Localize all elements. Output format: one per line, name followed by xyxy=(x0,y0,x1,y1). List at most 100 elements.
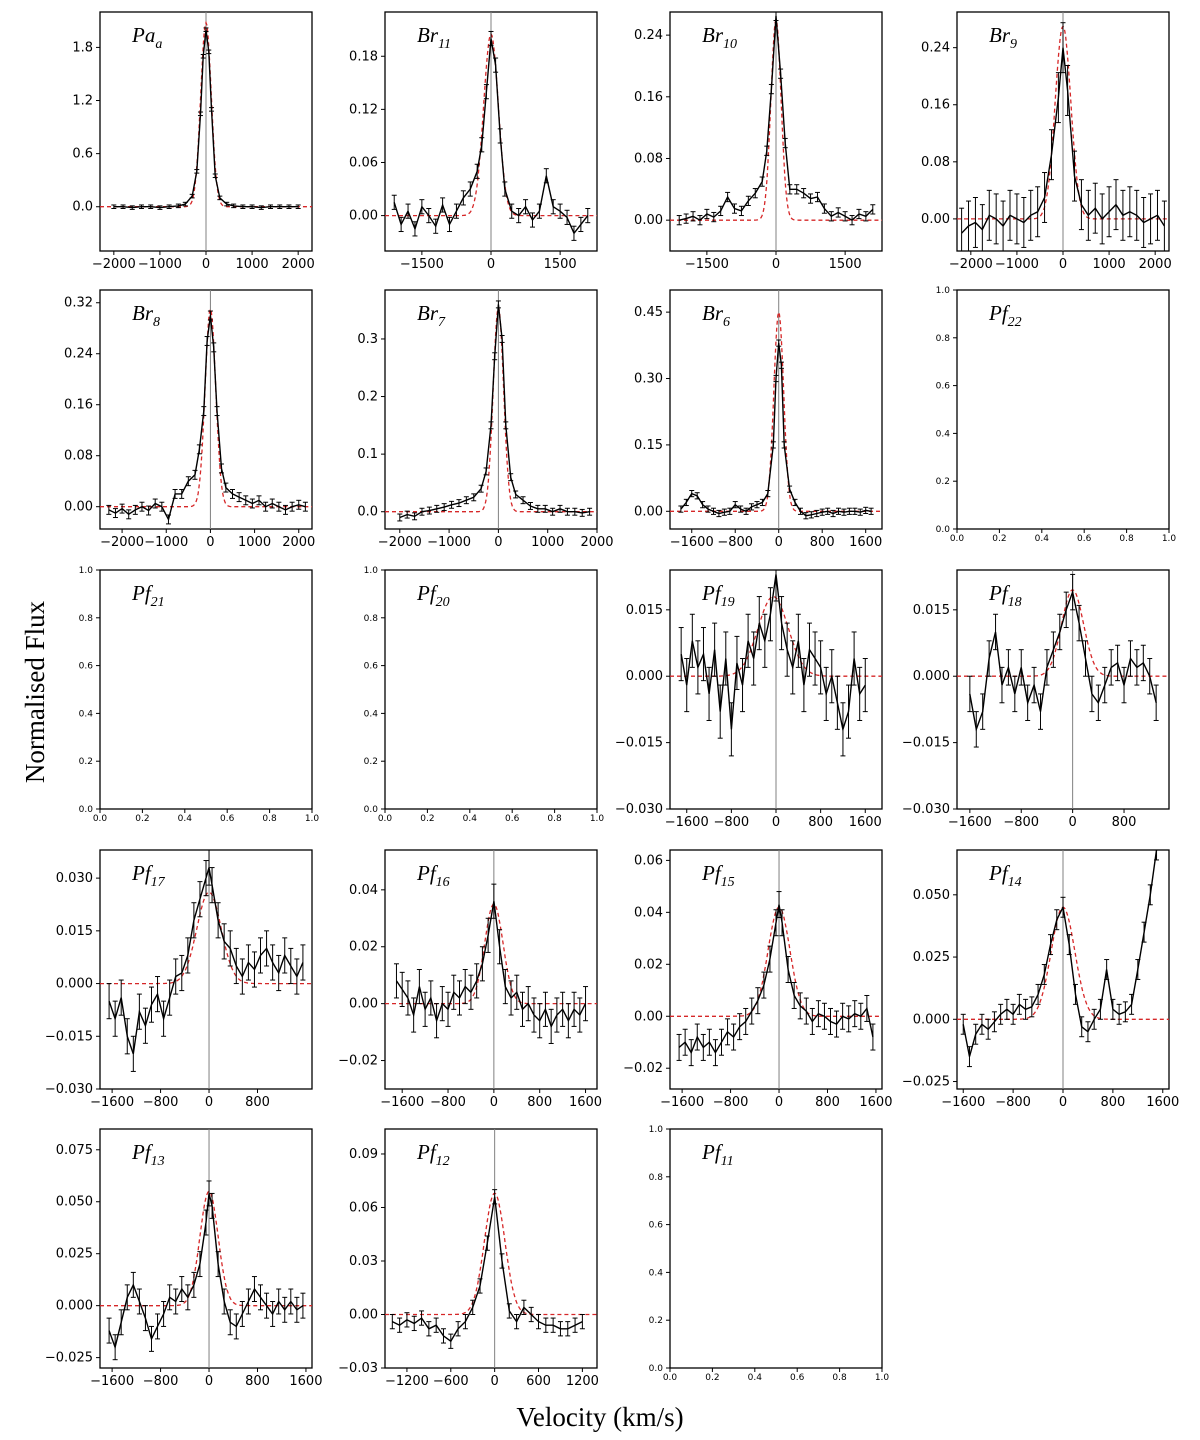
error-bar xyxy=(688,1039,694,1067)
error-bar xyxy=(743,507,749,515)
error-bar xyxy=(967,675,973,713)
error-bar xyxy=(1141,196,1147,248)
error-bar xyxy=(818,640,824,695)
error-bar xyxy=(683,498,689,507)
y-tick-label: 0.025 xyxy=(56,1247,93,1262)
error-bar xyxy=(112,508,118,519)
x-tick-label: 1000 xyxy=(238,535,271,550)
panel-pf17: −1600 −800 0 800 −0.030 −0.015 0.000 0.015 0.030… xyxy=(45,849,313,1110)
error-bar xyxy=(270,944,276,981)
error-bar xyxy=(1102,666,1108,704)
y-tick-label: 0.0 xyxy=(357,505,378,520)
x-tick-label: −1600 xyxy=(660,1095,704,1110)
error-bar xyxy=(1089,675,1095,713)
y-tick-label: 0.16 xyxy=(634,90,663,105)
y-tick-label: −0.025 xyxy=(45,1351,93,1366)
x-tick-label: −800 xyxy=(430,1095,466,1110)
error-bar xyxy=(993,193,999,245)
error-bar xyxy=(842,211,848,222)
x-tick-label: 1000 xyxy=(1093,257,1126,272)
panel-label-subscript: 6 xyxy=(723,315,730,330)
error-bar xyxy=(197,881,203,918)
error-bar xyxy=(126,509,132,520)
x-tick-label: 0.6 xyxy=(1077,534,1092,544)
error-bar xyxy=(840,1002,846,1030)
error-bar xyxy=(1060,22,1066,74)
x-tick-label: 1500 xyxy=(544,257,577,272)
spectrum-line xyxy=(962,850,1158,1057)
y-tick-label: −0.015 xyxy=(615,736,663,751)
error-bar xyxy=(689,489,695,498)
error-bar xyxy=(550,199,556,215)
error-bar xyxy=(514,1313,520,1330)
error-bar xyxy=(179,954,185,992)
x-tick-label: 800 xyxy=(1112,815,1137,830)
error-bar xyxy=(803,997,809,1025)
x-tick-label: −1600 xyxy=(670,535,714,550)
error-bar xyxy=(985,1018,991,1040)
error-bar xyxy=(960,1013,966,1035)
error-bar xyxy=(1134,189,1140,241)
error-bar xyxy=(483,84,489,100)
error-bar xyxy=(277,204,283,210)
error-bar xyxy=(264,930,270,967)
error-bar xyxy=(1057,613,1063,651)
error-bar xyxy=(182,201,188,207)
plot-area xyxy=(385,290,597,529)
x-tick-label: 600 xyxy=(526,1374,551,1389)
y-tick-label: 0.6 xyxy=(72,147,93,162)
error-bar xyxy=(728,702,734,757)
x-tick-label: 0 xyxy=(490,1095,498,1110)
error-bar xyxy=(870,1023,876,1051)
error-bar xyxy=(734,635,740,690)
error-bar xyxy=(256,495,262,506)
x-tick-label: −2000 xyxy=(378,535,422,550)
error-bar xyxy=(211,342,217,353)
plot-area xyxy=(957,850,1169,1089)
error-bar xyxy=(557,1321,563,1337)
y-tick-label: −0.030 xyxy=(615,802,663,817)
plot-area xyxy=(100,290,312,529)
panel-label-subscript: 11 xyxy=(721,1154,734,1169)
error-bar xyxy=(433,1317,439,1333)
error-bar xyxy=(1000,200,1006,251)
y-tick-label: 0.8 xyxy=(649,1173,664,1183)
spectrum-line xyxy=(678,904,874,1055)
plot-area xyxy=(670,850,882,1089)
error-bar xyxy=(503,421,509,430)
error-bar xyxy=(745,195,751,207)
error-bar xyxy=(1097,998,1103,1020)
x-tick-label: 0.2 xyxy=(705,1373,719,1383)
error-bar xyxy=(209,107,215,112)
y-tick-label: 0.12 xyxy=(349,102,378,117)
panel-label-subscript: 8 xyxy=(153,315,160,330)
error-bar xyxy=(166,204,172,210)
error-bar xyxy=(455,1321,461,1337)
error-bar xyxy=(585,208,591,224)
y-tick-label: 0.06 xyxy=(634,853,663,868)
axes-frame xyxy=(956,289,1170,530)
error-bar xyxy=(797,992,803,1020)
error-bar xyxy=(508,473,514,482)
error-bar xyxy=(173,1288,179,1315)
error-bar xyxy=(209,867,215,904)
error-bar xyxy=(513,490,519,499)
error-bar xyxy=(1085,1021,1091,1043)
error-bar xyxy=(223,482,229,493)
error-bar xyxy=(979,1013,985,1035)
error-bar xyxy=(535,504,541,513)
y-tick-label: 0.15 xyxy=(634,438,663,453)
error-bar xyxy=(497,929,503,965)
error-bar xyxy=(152,498,158,509)
error-bar xyxy=(173,958,179,995)
error-bar xyxy=(700,501,706,509)
y-tick-label: 0.06 xyxy=(349,155,378,170)
y-tick-label: 0.6 xyxy=(649,1221,664,1231)
error-bar xyxy=(268,204,274,210)
panel-label-subscript: 12 xyxy=(436,1154,450,1169)
x-tick-label: −800 xyxy=(143,1374,179,1389)
error-bar xyxy=(451,974,457,1010)
error-bar xyxy=(161,1000,167,1037)
